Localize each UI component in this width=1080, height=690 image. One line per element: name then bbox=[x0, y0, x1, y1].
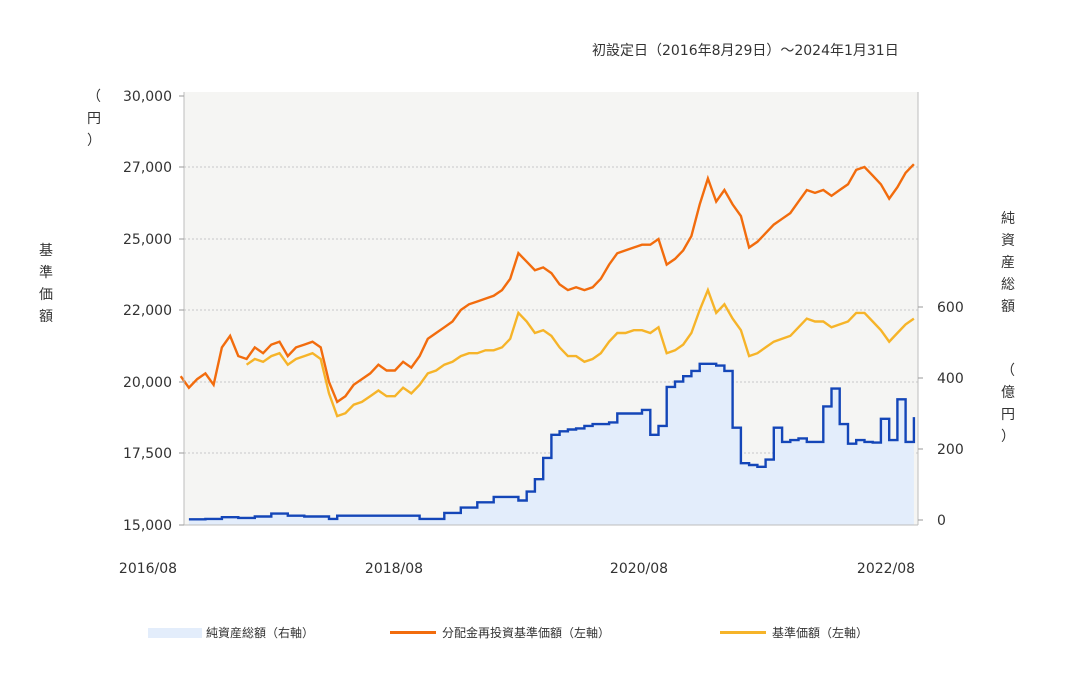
right-axis-unit: （ 億円 ） bbox=[998, 360, 1018, 448]
x-tick-label: 2020/08 bbox=[610, 561, 668, 577]
right-tick-label: 400 bbox=[937, 371, 964, 387]
vertical-char: 価 bbox=[39, 287, 53, 303]
legend-swatch-reinvested-nav bbox=[390, 631, 436, 634]
left-tick-label: 22,000 bbox=[123, 303, 172, 319]
left-tick-label: 17,500 bbox=[123, 446, 172, 462]
vertical-char: 基 bbox=[39, 243, 53, 259]
x-tick-label: 2016/08 bbox=[119, 561, 177, 577]
left-tick-label: 25,000 bbox=[123, 232, 172, 248]
legend-item-nav: 基準価額（左軸） bbox=[720, 624, 868, 641]
left-axis-ticks: 15,000 17,500 20,000 22,000 25,000 27,000 30,0… bbox=[123, 89, 184, 534]
nav-line bbox=[245, 286, 915, 418]
left-axis-unit: （ 円 ） bbox=[84, 86, 104, 152]
left-axis-title: 基準価額 bbox=[36, 240, 56, 328]
reinvested-nav-line bbox=[179, 163, 915, 404]
right-tick-label: 0 bbox=[937, 513, 946, 529]
legend-swatch-nav bbox=[720, 631, 766, 634]
x-tick-label: 2018/08 bbox=[365, 561, 423, 577]
legend-item-reinvested-nav: 分配金再投資基準価額（左軸） bbox=[390, 624, 610, 641]
vertical-char: 純 bbox=[1001, 211, 1015, 227]
vertical-char: 額 bbox=[39, 309, 53, 325]
right-axis-title: 純資産総額 bbox=[998, 208, 1018, 318]
vertical-char: 資 bbox=[1001, 233, 1015, 249]
x-tick-label: 2022/08 bbox=[857, 561, 915, 577]
left-tick-label: 20,000 bbox=[123, 375, 172, 391]
right-tick-label: 600 bbox=[937, 300, 964, 316]
left-tick-label: 27,000 bbox=[123, 160, 172, 176]
vertical-char: 準 bbox=[39, 265, 53, 281]
legend-swatch-net-assets bbox=[148, 627, 202, 638]
vertical-char: 額 bbox=[1001, 299, 1015, 315]
net-assets-line bbox=[188, 362, 916, 521]
vertical-char: 円 bbox=[87, 111, 101, 127]
vertical-char: 円 bbox=[1001, 407, 1015, 423]
vertical-char: ） bbox=[87, 133, 101, 149]
legend: 純資産総額（右軸） 分配金再投資基準価額（左軸） 基準価額（左軸） bbox=[0, 624, 1080, 648]
x-axis-ticks: 2016/08 2018/08 2020/08 2022/08 bbox=[119, 561, 915, 577]
legend-item-net-assets: 純資産総額（右軸） bbox=[148, 624, 314, 641]
period-label: 初設定日（2016年8月29日）〜2024年1月31日 bbox=[592, 43, 899, 59]
vertical-char: ） bbox=[1001, 429, 1015, 445]
right-tick-label: 200 bbox=[937, 442, 964, 458]
left-tick-label: 30,000 bbox=[123, 89, 172, 105]
vertical-char: （ bbox=[1001, 363, 1015, 379]
legend-label-net-assets: 純資産総額（右軸） bbox=[206, 626, 315, 640]
vertical-char: 億 bbox=[1001, 385, 1015, 401]
right-axis-ticks: 0 200 400 600 bbox=[918, 300, 964, 529]
vertical-char: 産 bbox=[1001, 255, 1015, 271]
legend-label-reinvested-nav: 分配金再投資基準価額（左軸） bbox=[442, 626, 611, 640]
legend-label-nav: 基準価額（左軸） bbox=[772, 626, 869, 640]
left-tick-label: 15,000 bbox=[123, 518, 172, 534]
vertical-char: 総 bbox=[1001, 277, 1015, 293]
vertical-char: （ bbox=[87, 89, 101, 105]
